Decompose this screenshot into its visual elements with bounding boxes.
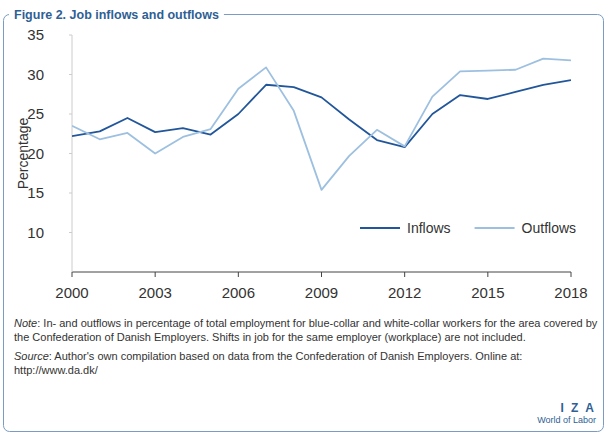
y-tick (69, 153, 72, 154)
x-tick-label: 2003 (138, 284, 171, 301)
x-tick-label: 2018 (554, 284, 587, 301)
x-tick (155, 272, 156, 277)
y-axis-label: Percentage (15, 117, 31, 189)
notes: Note: In- and outflows in percentage of … (14, 316, 599, 382)
y-tick-label: 30 (27, 66, 44, 83)
x-tick-label: 2006 (222, 284, 255, 301)
x-tick-label: 2012 (388, 284, 421, 301)
logo-text: I Z A (537, 402, 596, 415)
title-background (9, 8, 224, 22)
x-tick (404, 272, 405, 277)
legend-label: Inflows (407, 220, 451, 236)
note-text: : In- and outflows in percentage of tota… (14, 317, 597, 343)
x-tick (72, 272, 73, 277)
x-tick-label: 2000 (55, 284, 88, 301)
y-tick (69, 114, 72, 115)
logo-text: World of Labor (537, 415, 596, 426)
note-label: Source (14, 350, 49, 362)
y-tick-label: 35 (27, 26, 44, 43)
plot-area (72, 59, 571, 190)
x-tick (238, 272, 239, 277)
note-paragraph: Note: In- and outflows in percentage of … (14, 316, 599, 344)
series-line (72, 80, 571, 147)
series-line (72, 59, 571, 190)
title: Figure 2. Job inflows and outflows (14, 8, 219, 22)
note-paragraph: Source: Author's own compilation based o… (14, 349, 599, 377)
note-text: : Author's own compilation based on data… (14, 350, 522, 376)
y-tick (69, 35, 72, 36)
y-tick-label: 10 (27, 224, 44, 241)
x-tick-label: 2009 (305, 284, 338, 301)
note-label: Note (14, 317, 37, 329)
legend-label: Outflows (522, 220, 576, 236)
x-tick (571, 272, 572, 277)
logo: I Z AWorld of Labor (537, 402, 596, 426)
y-tick (69, 193, 72, 194)
x-tick (321, 272, 322, 277)
y-tick (69, 74, 72, 75)
legend-swatch (475, 227, 515, 229)
x-tick (487, 272, 488, 277)
x-tick-label: 2015 (471, 284, 504, 301)
y-tick (69, 232, 72, 233)
legend-swatch (360, 227, 400, 229)
frame (4, 15, 604, 432)
